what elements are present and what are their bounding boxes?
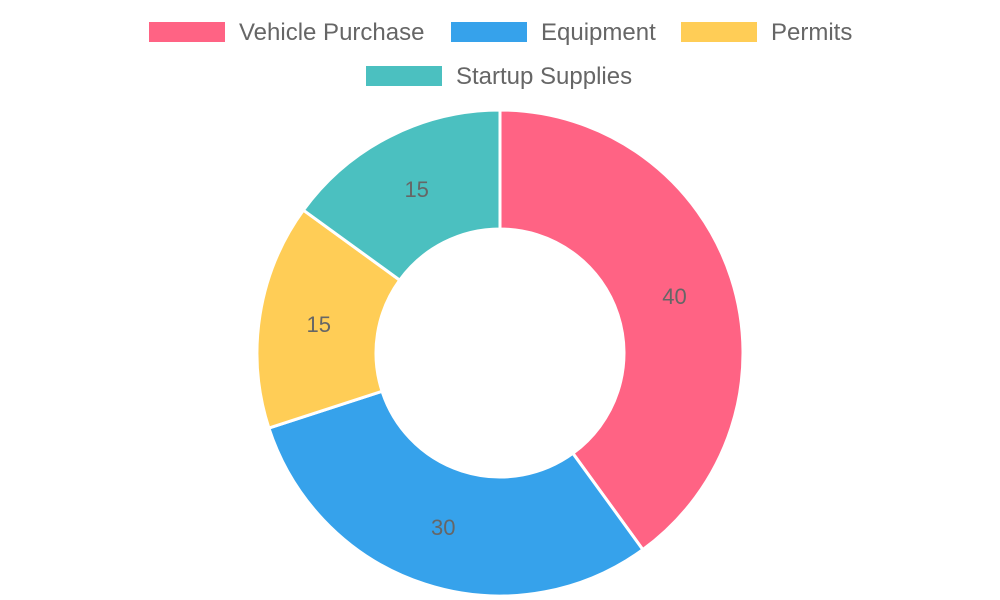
legend-label: Vehicle Purchase (239, 19, 424, 46)
legend-label: Equipment (541, 19, 656, 46)
slice-vehicle-purchase[interactable] (498, 108, 745, 552)
legend-item[interactable]: Equipment (451, 19, 656, 46)
legend-item[interactable]: Permits (681, 19, 852, 46)
legend-label: Permits (771, 19, 852, 46)
legend-swatch (451, 22, 527, 42)
legend-swatch (681, 22, 757, 42)
slice-startup-supplies[interactable] (301, 108, 502, 282)
slice-value-label: 15 (307, 312, 331, 337)
slice-permits[interactable] (255, 208, 402, 430)
slice-value-label: 15 (404, 177, 428, 202)
slice-value-label: 40 (662, 284, 686, 309)
slice-equipment[interactable] (267, 389, 645, 598)
legend-item[interactable]: Startup Supplies (366, 63, 632, 90)
legend-swatch (149, 22, 225, 42)
legend-item[interactable]: Vehicle Purchase (149, 19, 424, 46)
slice-labels: 40 30 15 15 (307, 177, 687, 540)
legend: Vehicle Purchase Equipment Permits Startup … (149, 19, 852, 90)
slice-value-label: 30 (431, 515, 455, 540)
legend-label: Startup Supplies (456, 63, 632, 90)
legend-swatch (366, 66, 442, 86)
chart-slices (255, 108, 745, 598)
